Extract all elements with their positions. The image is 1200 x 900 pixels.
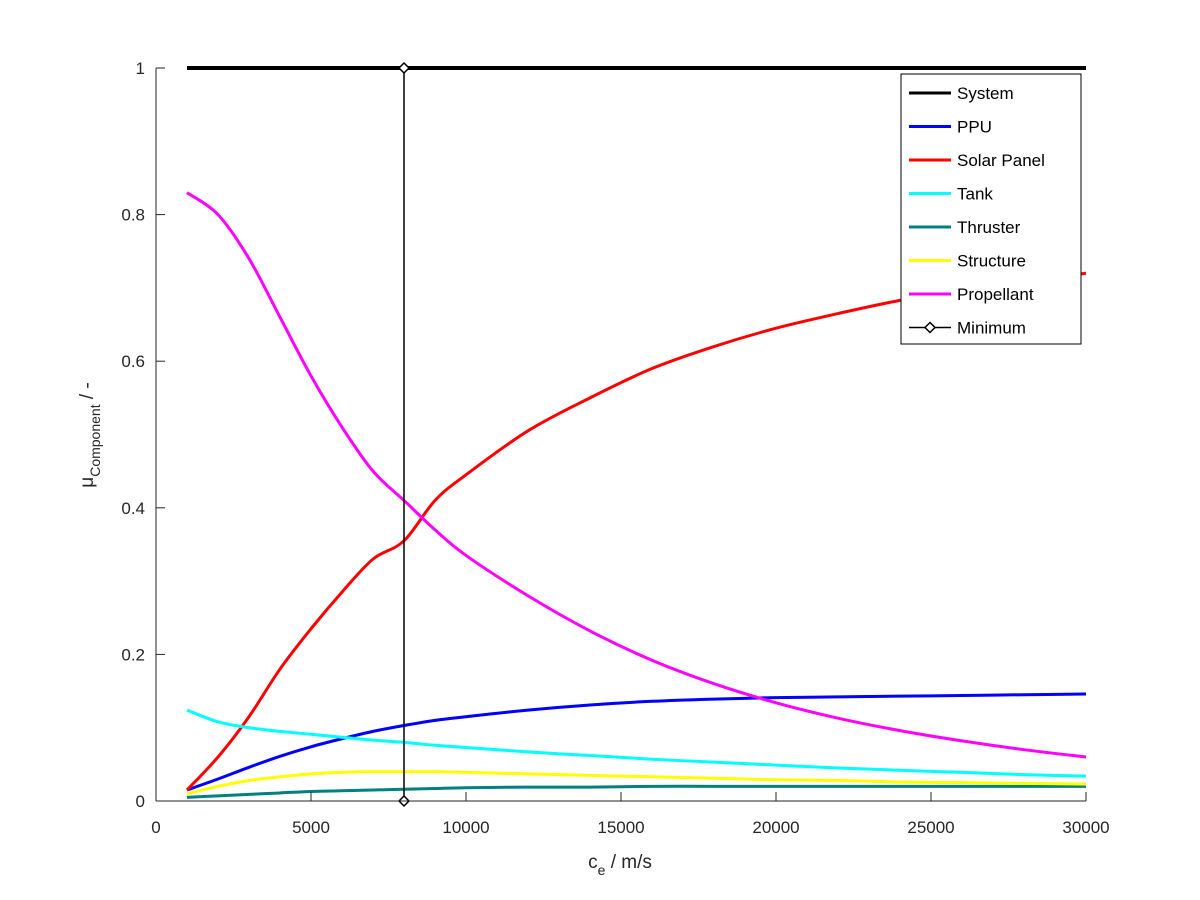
legend-label-solar-panel: Solar Panel — [957, 151, 1045, 170]
series-line-thruster — [186, 784, 1086, 799]
legend-label-thruster: Thruster — [957, 218, 1021, 237]
legend-label-ppu: PPU — [957, 118, 992, 137]
ticks-layer: 0 5000 10000 15000 20000 25000 30000 0 0.2 0.4 0.6… — [121, 59, 1109, 837]
legend-label-tank: Tank — [957, 185, 993, 204]
legend-marker-minimum — [923, 321, 937, 334]
x-tick-label: 15000 — [597, 818, 644, 837]
legend-label-minimum: Minimum — [957, 319, 1026, 338]
y-tick-label: 0.4 — [121, 499, 145, 518]
x-tick-label: 10000 — [442, 818, 489, 837]
y-tick-label: 0.2 — [121, 645, 145, 664]
series-line-structure — [186, 770, 1087, 796]
legend-label-structure: Structure — [957, 252, 1026, 271]
series-line-ppu — [186, 692, 1087, 792]
legend-box — [900, 73, 1082, 345]
y-tick-label: 1 — [136, 59, 145, 78]
x-tick-label: 0 — [151, 818, 160, 837]
y-tick-label: 0 — [136, 792, 145, 811]
series-line-tank — [186, 708, 1087, 778]
x-axis-title: ce / m/s — [588, 852, 652, 878]
x-tick-label: 5000 — [292, 818, 330, 837]
legend: System PPU Solar Panel Tank Thruster Structur… — [900, 73, 1082, 345]
y-tick-label: 0.8 — [121, 206, 145, 225]
y-tick-label: 0.6 — [121, 352, 145, 371]
x-tick-label: 25000 — [907, 818, 954, 837]
minimum-marker-point — [397, 61, 411, 75]
x-tick-label: 30000 — [1062, 818, 1109, 837]
series-layer — [185, 61, 1087, 808]
x-tick-label: 20000 — [752, 818, 799, 837]
legend-label-propellant: Propellant — [957, 285, 1034, 304]
series-line-propellant — [186, 191, 1087, 759]
y-axis-title: μComponent / - — [77, 382, 103, 488]
legend-label-system: System — [957, 84, 1014, 103]
series-line-solar-panel — [185, 271, 1087, 792]
